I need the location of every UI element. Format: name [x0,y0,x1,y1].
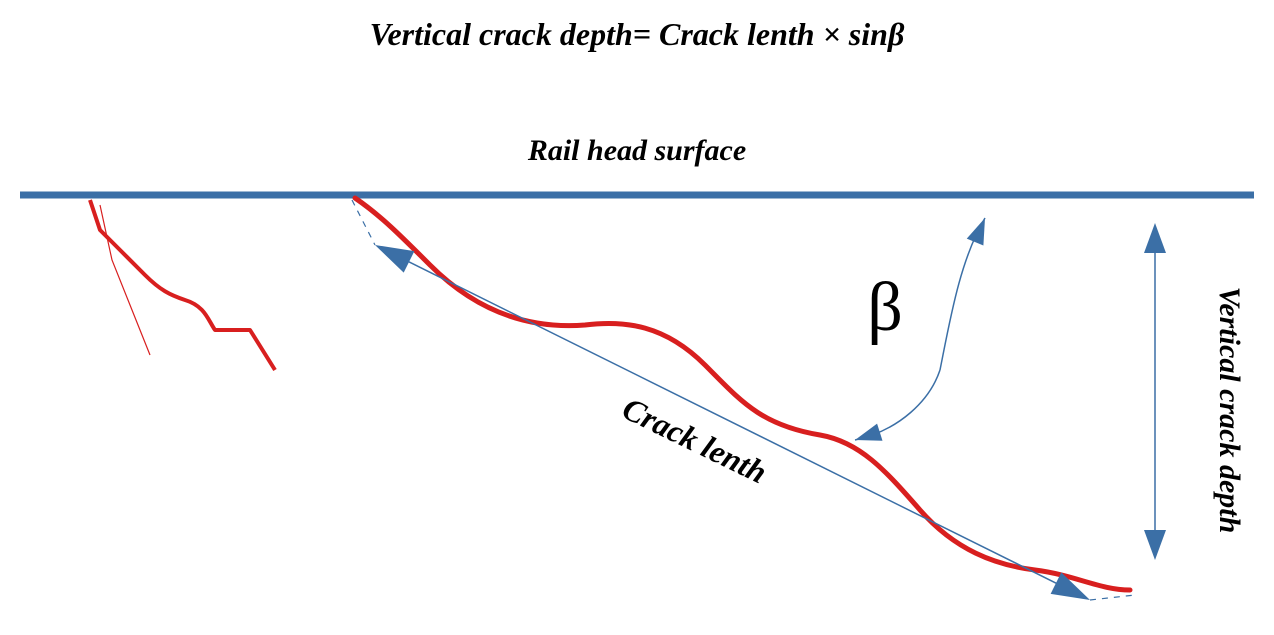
canvas-bg [0,0,1274,635]
title: Vertical crack depth= Crack lenth × sinβ [370,16,905,52]
surface_label: Rail head surface [527,134,746,167]
beta_label: β [867,269,903,346]
vcd_label: Vertical crack depth [1213,287,1246,534]
